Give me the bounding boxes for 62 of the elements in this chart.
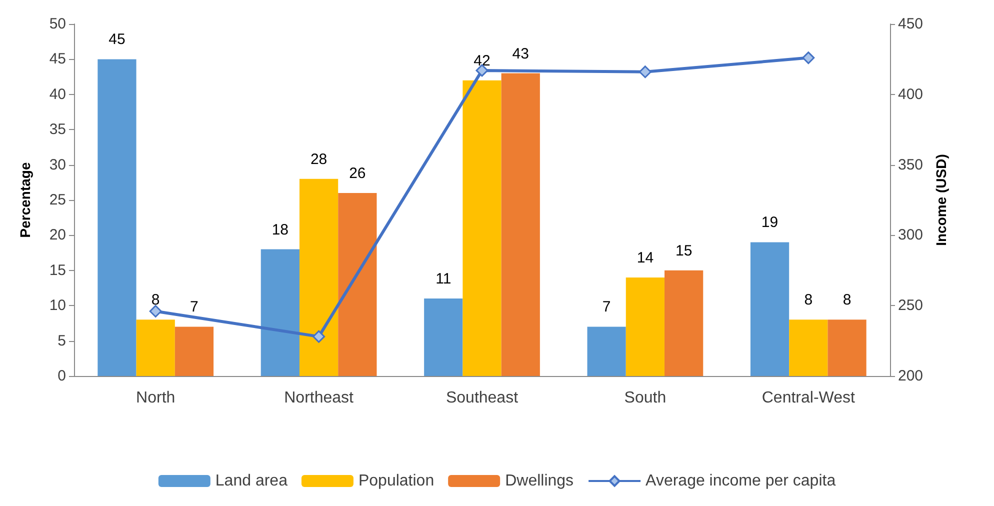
- bar: [260, 249, 300, 376]
- legend-label: Population: [358, 472, 434, 490]
- data-label: 42: [474, 52, 490, 70]
- point: [802, 52, 815, 64]
- point: [149, 304, 162, 318]
- bar: [136, 320, 175, 376]
- data-label: 8: [842, 292, 852, 309]
- data-label: 14: [636, 249, 654, 266]
- bar: [98, 59, 136, 376]
- y2-tick-label: 250: [898, 297, 924, 314]
- y2-tick-label: 300: [898, 226, 924, 244]
- bar: [789, 320, 828, 376]
- data-label: 45: [108, 31, 126, 48]
- x-tick-label: Northeast: [284, 390, 354, 406]
- y-axis-title: Percentage: [17, 162, 33, 238]
- bar: [587, 326, 626, 376]
- y-tick-label: 20: [49, 226, 66, 244]
- bar: [626, 277, 665, 376]
- data-label: 8: [151, 292, 160, 309]
- data-label: 7: [190, 298, 198, 316]
- y-tick-label: 50: [49, 16, 66, 32]
- y2-tick-label: 350: [898, 156, 924, 174]
- y-tick-label: 15: [49, 262, 66, 279]
- bar: [664, 270, 704, 376]
- point: [312, 330, 326, 343]
- legend-label: Land area: [215, 472, 288, 490]
- bar: [828, 320, 866, 376]
- legend-label: Average income per capita: [646, 472, 836, 490]
- x-tick-label: Central-West: [762, 390, 856, 406]
- y-tick-label: 5: [58, 332, 66, 350]
- x-tick-label: North: [136, 390, 176, 406]
- x-tick-label: Southeast: [446, 390, 519, 406]
- y-tick-label: 0: [58, 368, 66, 384]
- data-label: 11: [436, 270, 452, 288]
- data-label: 8: [804, 292, 813, 309]
- bar: [424, 298, 463, 376]
- y-tick-label: 30: [49, 156, 66, 174]
- y2-tick-label: 200: [898, 368, 924, 384]
- bar: [174, 326, 214, 376]
- y-tick-label: 35: [49, 121, 66, 138]
- data-label: 19: [761, 214, 778, 232]
- data-label: 26: [349, 164, 366, 182]
- legend-label: Dwellings: [505, 472, 574, 490]
- data-label: 43: [512, 45, 529, 62]
- bar: [501, 73, 540, 376]
- x-tick-label: South: [624, 390, 666, 406]
- data-label: 18: [272, 221, 289, 238]
- data-label: 28: [310, 150, 328, 168]
- y-tick-label: 10: [49, 297, 66, 314]
- y2-tick-label: 450: [898, 16, 924, 32]
- data-label: 7: [602, 298, 611, 316]
- bar: [338, 192, 377, 376]
- y2-axis-title: Income (USD): [932, 154, 949, 246]
- point: [638, 66, 652, 78]
- bar: [750, 242, 790, 376]
- bar: [299, 178, 338, 376]
- bar: [462, 80, 502, 376]
- y-tick-label: 45: [49, 50, 66, 68]
- y-tick-label: 25: [49, 192, 66, 208]
- data-label: 15: [675, 242, 692, 260]
- y2-tick-label: 400: [898, 86, 924, 103]
- y-tick-label: 40: [49, 86, 66, 103]
